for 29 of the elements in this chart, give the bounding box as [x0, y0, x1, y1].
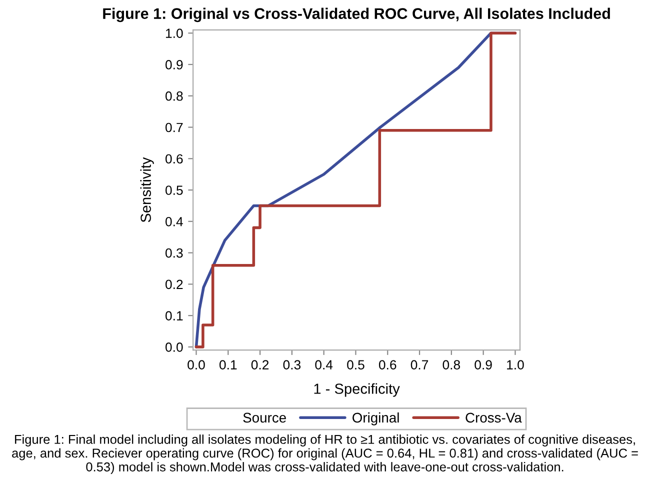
y-tick-label: 0.8	[166, 91, 183, 101]
legend-label: Original	[352, 412, 399, 426]
y-tick-label: 0.0	[166, 342, 183, 352]
x-tick-label: 0.0	[188, 360, 205, 370]
x-tick-label: 0.1	[219, 360, 237, 370]
x-tick-label: 0.3	[283, 360, 301, 370]
legend-title: Source	[243, 412, 286, 423]
caption: Figure 1: Final model including all isolates modeling of HR to ≥1 antibiotic vs. covariates of cognitive diseases, age, and sex. Reciever operating curve (ROC) for original (AUC = 0.64, HL = 0.81) and cross-validated (AUC = 0.53) model is shown.Model was cross-validated with leave-one-out cross-validation.	[12, 434, 638, 474]
chart-title: Figure 1: Original vs Cross-Validated ROC Curve, All Isolates Included	[103, 8, 610, 22]
y-tick-label: 1.0	[166, 28, 183, 38]
x-tick-label: 0.8	[442, 360, 460, 370]
y-tick-label: 0.4	[166, 216, 183, 226]
x-tick-label: 0.2	[251, 360, 269, 370]
x-tick-label: 0.9	[474, 360, 492, 370]
x-tick-label: 0.6	[378, 360, 396, 370]
x-tick-label: 0.5	[347, 360, 364, 370]
y-tick-label: 0.2	[166, 280, 183, 290]
y-tick-label: 0.9	[166, 60, 183, 70]
y-tick-label: 0.5	[166, 186, 183, 195]
y-tick-label: 0.1	[166, 311, 183, 320]
y-tick-label: 0.6	[166, 154, 183, 164]
y-axis-title: Sensitivity	[140, 157, 154, 222]
x-tick-label: 0.4	[315, 360, 333, 370]
x-tick-label: 0.7	[410, 360, 428, 370]
y-tick-label: 0.3	[166, 248, 183, 258]
x-tick-label: 1.0	[507, 360, 524, 370]
legend-label: Cross-Va	[466, 412, 522, 423]
y-tick-label: 0.7	[166, 122, 183, 132]
x-axis-title: 1 - Specificity	[314, 383, 400, 397]
